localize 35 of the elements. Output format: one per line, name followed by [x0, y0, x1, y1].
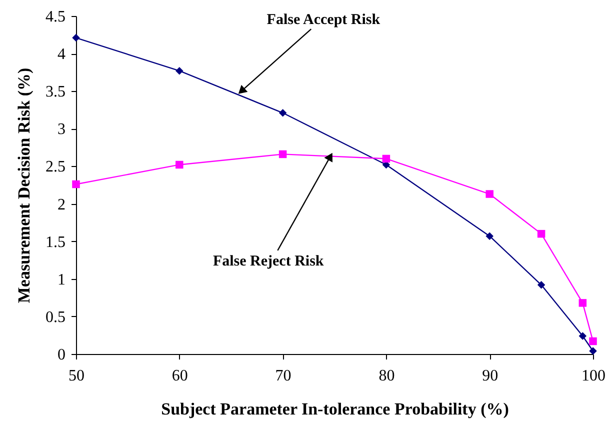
point	[278, 150, 287, 158]
x-tick-label: 50	[68, 368, 84, 384]
point	[589, 347, 597, 355]
y-tick-label: 3.5	[46, 84, 66, 101]
y-tick-label: 2	[58, 196, 66, 214]
y-tick-label: 2.5	[46, 158, 66, 176]
x-tick-label: 90	[482, 368, 498, 384]
y-tick-label: 4	[58, 46, 66, 64]
point	[72, 180, 80, 188]
y-tick-label: 1.5	[46, 234, 66, 251]
point	[537, 230, 546, 238]
y-tick-label: 4.5	[46, 8, 66, 26]
point	[176, 160, 184, 169]
x-tick-label: 80	[378, 368, 395, 384]
point	[278, 109, 287, 117]
point	[578, 299, 587, 307]
y-tick-label: 0.5	[46, 308, 66, 326]
point	[589, 337, 597, 346]
annotation: False Reject Risk	[212, 253, 324, 270]
y-tick-label: 1	[58, 271, 66, 288]
y-tick-label: 0	[58, 346, 66, 364]
x-tick-label: 70	[275, 368, 292, 384]
point	[578, 332, 587, 340]
y-axis-title: Measurement Decision Risk (%)	[14, 68, 34, 304]
x-tick-label: 100	[582, 368, 606, 384]
point	[382, 154, 390, 163]
x-tick-label: 60	[172, 368, 188, 384]
point	[486, 232, 494, 240]
point	[486, 190, 494, 198]
point	[176, 66, 184, 75]
point	[537, 281, 546, 289]
x-axis-title: Subject Parameter In-tolerance Probability (%)	[161, 400, 509, 418]
y-tick-label: 3	[58, 121, 66, 138]
point	[72, 34, 80, 42]
annotation: False Accept Risk	[266, 12, 381, 28]
